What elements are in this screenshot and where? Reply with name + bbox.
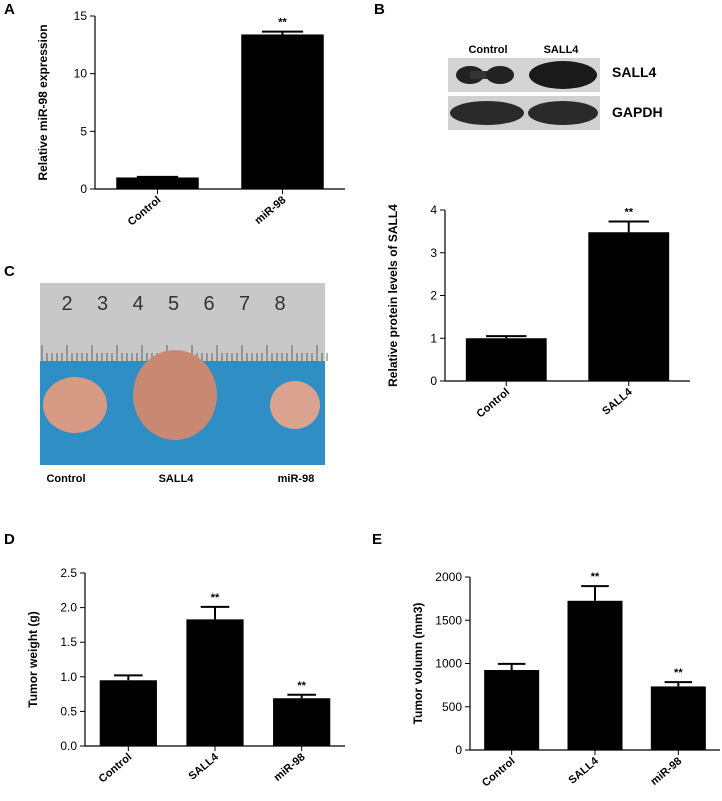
- error-bar: [581, 585, 609, 601]
- y-tick-label: 0: [430, 374, 437, 388]
- bar: [484, 669, 540, 750]
- ruler-label: 3: [97, 293, 108, 315]
- y-tick-label: 0: [80, 182, 87, 196]
- y-tick-label: 4: [430, 203, 437, 217]
- ruler-label: 7: [239, 293, 250, 315]
- bar: [567, 600, 623, 750]
- bar: [116, 177, 199, 189]
- error-bar: [136, 175, 179, 178]
- blot-column: SALL4: [544, 44, 580, 56]
- x-tick-label: SALL4: [567, 755, 602, 787]
- group-label: Control: [46, 473, 85, 485]
- x-tick-label: miR-98: [253, 194, 289, 227]
- x-tick-label: Control: [475, 386, 513, 420]
- significance: **: [211, 592, 220, 604]
- bar: [465, 338, 547, 381]
- ruler-label: 6: [203, 293, 214, 315]
- band: [450, 101, 524, 125]
- error-bar: [261, 30, 304, 35]
- y-axis-label: Relative protein levels of SALL4: [386, 204, 400, 387]
- x-tick-label: Control: [126, 194, 164, 228]
- blot-row: GAPDH: [612, 104, 663, 120]
- y-tick-label: 2.0: [60, 601, 77, 615]
- x-tick-label: miR-98: [272, 751, 308, 784]
- band: [486, 66, 514, 84]
- y-tick-label: 1.0: [60, 670, 77, 684]
- bar: [588, 232, 670, 381]
- bar: [241, 34, 324, 189]
- significance: **: [674, 667, 683, 679]
- panel-label: A: [4, 1, 15, 18]
- significance: **: [297, 680, 306, 692]
- bar: [650, 686, 706, 750]
- y-tick-label: 10: [74, 67, 88, 81]
- ruler: [40, 283, 325, 361]
- y-tick-label: 500: [442, 700, 462, 714]
- y-tick-label: 1000: [435, 657, 462, 671]
- panel-label: D: [4, 531, 15, 548]
- x-tick-label: Control: [97, 751, 135, 785]
- bar: [273, 698, 331, 746]
- y-tick-label: 5: [80, 124, 87, 138]
- error-bar: [497, 662, 526, 670]
- error-bar: [486, 335, 527, 339]
- y-axis-label: Tumor weight (g): [26, 611, 40, 707]
- blot-column: Control: [468, 44, 507, 56]
- y-tick-label: 2: [430, 289, 437, 303]
- y-tick-label: 1500: [435, 613, 462, 627]
- panel-label: C: [4, 263, 15, 280]
- significance: **: [591, 571, 600, 583]
- panel-label: B: [374, 1, 385, 18]
- tumor-photo: 2 3 4 5 6 7 8 Control SALL4 miR-98: [40, 283, 328, 485]
- y-tick-label: 1: [430, 331, 437, 345]
- significance: **: [278, 17, 287, 29]
- tumor: [270, 381, 320, 429]
- western-blot: Control SALL4 SALL4 GAPDH: [448, 44, 663, 130]
- error-bar: [287, 693, 316, 699]
- group-label: miR-98: [278, 473, 315, 485]
- x-tick-label: Control: [480, 755, 518, 789]
- error-bar: [200, 605, 230, 620]
- blot-row: SALL4: [612, 64, 657, 80]
- tumor: [133, 350, 217, 440]
- band: [470, 71, 498, 79]
- band: [528, 101, 598, 125]
- x-tick-label: miR-98: [648, 755, 684, 788]
- y-axis-label: Tumor volumn (mm3): [411, 603, 425, 725]
- x-tick-label: SALL4: [600, 386, 635, 418]
- panel-label: E: [372, 531, 382, 548]
- y-tick-label: 2000: [435, 570, 462, 584]
- bar: [99, 680, 157, 746]
- error-bar: [664, 681, 693, 687]
- y-axis-label: Relative miR-98 expression: [36, 24, 50, 180]
- y-tick-label: 2.5: [60, 566, 77, 580]
- tumor: [43, 377, 107, 433]
- significance: **: [624, 207, 633, 219]
- x-tick-label: SALL4: [187, 751, 222, 783]
- y-tick-label: 3: [430, 246, 437, 260]
- y-tick-label: 1.5: [60, 635, 77, 649]
- bar: [186, 619, 244, 746]
- ruler-label: 4: [132, 293, 143, 315]
- y-tick-label: 0.0: [60, 739, 77, 753]
- y-tick-label: 15: [74, 9, 88, 23]
- group-label: SALL4: [159, 473, 195, 485]
- y-tick-label: 0.5: [60, 704, 77, 718]
- y-tick-label: 0: [455, 743, 462, 757]
- error-bar: [608, 220, 649, 233]
- band: [529, 61, 597, 89]
- ruler-label: 5: [168, 293, 179, 315]
- error-bar: [114, 674, 143, 681]
- ruler-label: 2: [61, 293, 72, 315]
- ruler-label: 8: [274, 293, 285, 315]
